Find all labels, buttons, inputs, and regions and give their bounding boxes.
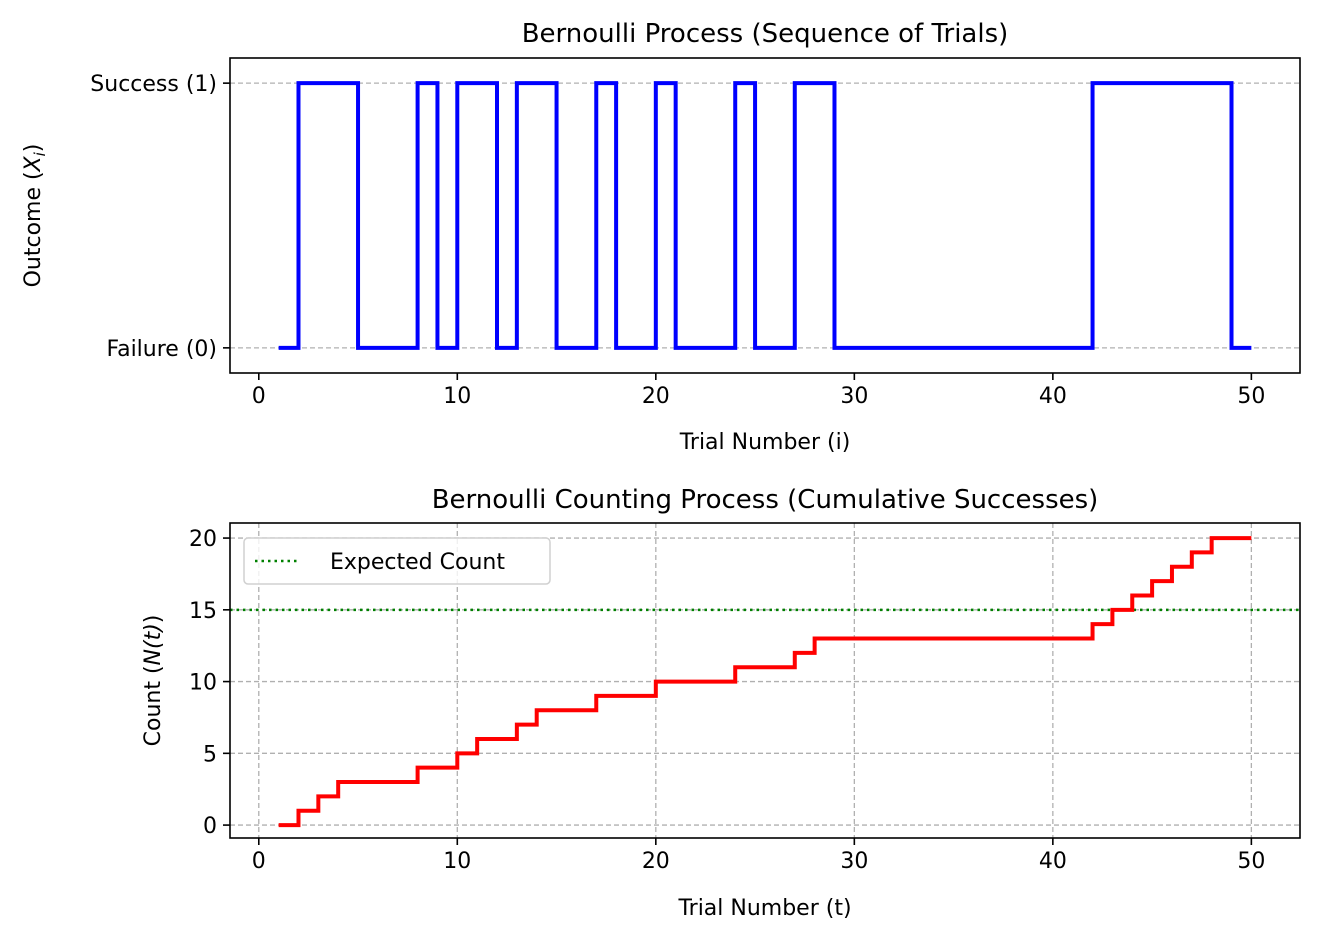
x-axis-label: Trial Number (i) [679,430,851,455]
axes-frame [229,522,1301,839]
x-tick-label: 40 [1039,384,1067,409]
subplot-1: 0 10 20 30 40 50 Failure (0) Success (1) Bernoul… [21,19,1301,455]
y-axis-label-prefix: Outcome ( [21,171,46,287]
chart-title: Bernoulli Process (Sequence of Trials) [522,19,1009,49]
x-tick-label: 30 [840,384,868,409]
y-tick-label: 15 [189,599,217,624]
y-tick-label: 0 [203,814,217,839]
y-axis-label: Outcome (Xi) [21,144,49,288]
y-axis-label-subscript: i [31,151,49,156]
y-axis-label-suffix: ) [21,144,46,153]
y-tick-label: 20 [189,527,217,552]
legend: Expected Count [243,537,551,585]
y-tick-label: 5 [203,742,217,767]
x-tick-label: 10 [443,849,471,874]
x-tick-label: 10 [443,384,471,409]
x-tick-label: 40 [1039,849,1067,874]
y-axis-label: Count (N(t)) [141,615,166,747]
y-tick-label: Failure (0) [106,337,217,362]
step-series-line [278,81,1252,350]
y-tick-label: Success (1) [90,72,217,97]
x-tick-label: 20 [642,849,670,874]
axes-frame [229,57,1301,374]
legend-label: Expected Count [330,550,505,575]
x-tick-label: 20 [642,384,670,409]
x-tick-label: 30 [840,849,868,874]
legend-box [243,537,551,585]
x-tick-label: 0 [252,849,266,874]
x-axis-label: Trial Number (t) [677,896,851,921]
x-tick-label: 50 [1237,384,1265,409]
step-series-line [278,536,1252,828]
x-tick-label: 50 [1237,849,1265,874]
x-tick-label: 0 [252,384,266,409]
chart-title: Bernoulli Counting Process (Cumulative S… [432,485,1099,515]
y-tick-label: 10 [189,671,217,696]
y-axis-label-var: X [21,155,46,172]
y-axis-label-suffix: ) [141,615,166,624]
y-axis-label-prefix: Count ( [141,665,166,746]
y-axis-label-var: N(t) [141,623,166,665]
subplot-2: 0 10 20 30 40 50 0 5 10 15 20 Bernoulli Counting Pr… [141,485,1301,921]
